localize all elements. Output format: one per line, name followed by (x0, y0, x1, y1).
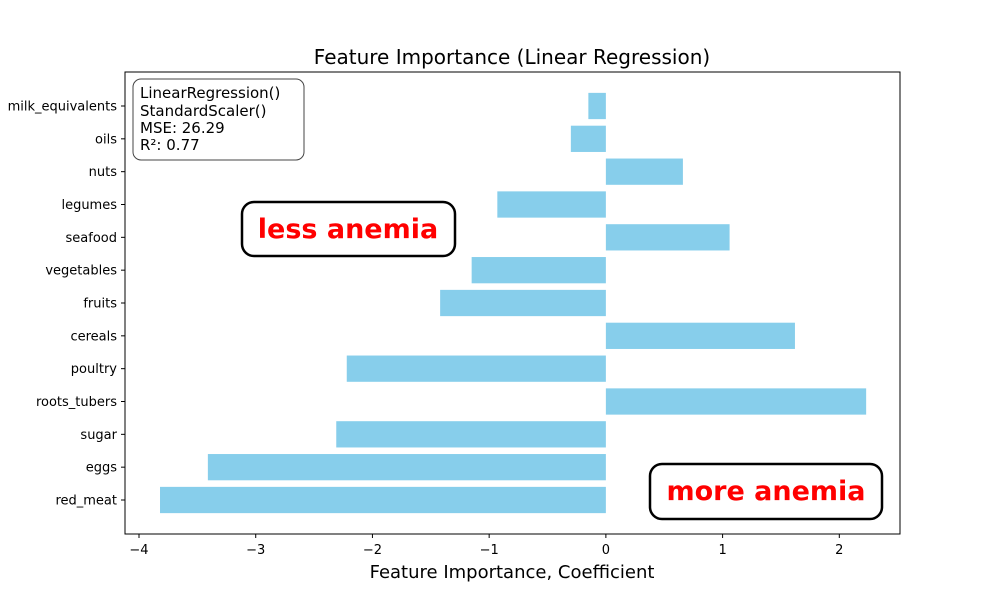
bar-series (160, 92, 867, 514)
info-line-mse: MSE: 26.29 (140, 119, 225, 137)
less-anemia-callout: less anemia (240, 200, 457, 258)
y-tick-label-vegetables: vegetables (45, 264, 117, 279)
model-info-box: LinearRegression() StandardScaler() MSE:… (132, 78, 305, 161)
bar-poultry (346, 355, 606, 382)
x-axis-label: Feature Importance, Coefficient (370, 562, 655, 583)
info-line-model: LinearRegression() (140, 84, 280, 102)
bar-red-meat (160, 486, 606, 514)
more-anemia-callout: more anemia (648, 462, 884, 521)
bar-eggs (207, 454, 606, 481)
more-anemia-label: more anemia (666, 476, 865, 507)
x-tick-label: −2 (363, 543, 382, 558)
x-tick-label: −3 (246, 543, 265, 558)
bar-vegetables (471, 257, 606, 284)
bar-sugar (336, 421, 606, 448)
bar-legumes (497, 191, 606, 218)
bar-fruits (440, 289, 606, 317)
model-info-box-frame (132, 78, 305, 161)
y-tick-label-roots-tubers: roots_tubers (36, 395, 117, 410)
bar-oils (570, 125, 606, 152)
y-tick-label-fruits: fruits (83, 297, 117, 312)
bar-seafood (605, 224, 730, 251)
x-axis: −4 −3 −2 −1 0 1 2 (129, 534, 843, 558)
less-anemia-callout-frame (240, 200, 457, 258)
y-axis: red_meat eggs sugar roots_tubers poultry cere… (8, 100, 125, 509)
chart-title: Feature Importance (Linear Regression) (314, 45, 710, 69)
y-tick-label-red-meat: red_meat (55, 494, 117, 509)
y-tick-label-legumes: legumes (61, 198, 117, 213)
bar-cereals (605, 322, 795, 349)
y-tick-label-oils: oils (95, 132, 117, 147)
less-anemia-label: less anemia (258, 214, 438, 245)
more-anemia-callout-frame (648, 462, 884, 521)
bar-milk-equivalents (588, 92, 606, 120)
x-tick-label: −4 (129, 543, 148, 558)
y-tick-label-poultry: poultry (71, 362, 117, 377)
y-tick-label-sugar: sugar (80, 428, 117, 443)
x-tick-label: 1 (718, 543, 726, 558)
bar-roots-tubers (605, 388, 867, 415)
x-tick-label: 2 (835, 543, 843, 558)
x-tick-label: −1 (480, 543, 499, 558)
bar-nuts (605, 158, 683, 185)
y-tick-label-eggs: eggs (86, 461, 118, 476)
info-line-scaler: StandardScaler() (140, 102, 266, 120)
x-tick-label: 0 (602, 543, 610, 558)
y-tick-label-milk-equivalents: milk_equivalents (8, 100, 118, 115)
y-tick-label-nuts: nuts (89, 165, 118, 180)
y-tick-label-cereals: cereals (70, 329, 117, 344)
info-line-r2: R²: 0.77 (140, 136, 200, 154)
y-tick-label-seafood: seafood (66, 231, 117, 246)
